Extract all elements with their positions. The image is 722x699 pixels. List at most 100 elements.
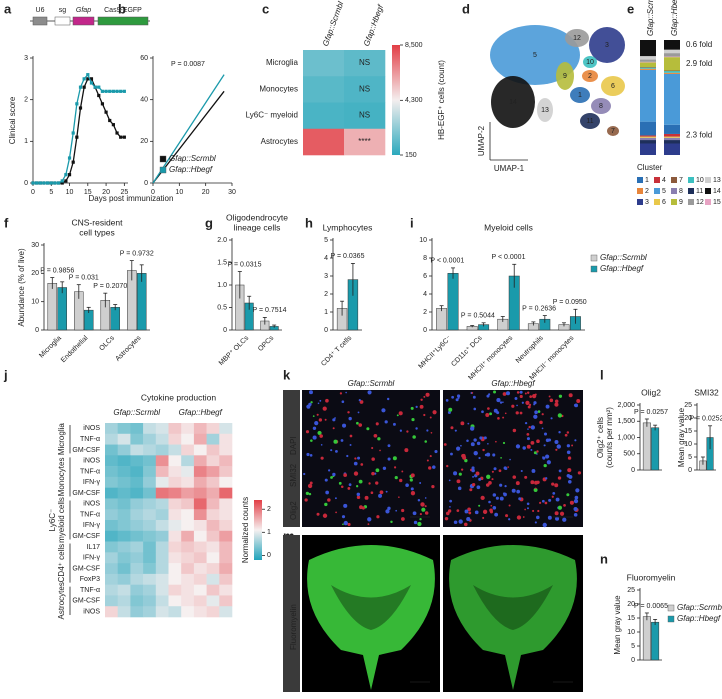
fold-label: 2.3 fold bbox=[686, 130, 712, 139]
colorbar-label: 8,500 bbox=[405, 42, 423, 49]
cell bbox=[530, 440, 535, 445]
heatmap-cell bbox=[130, 466, 144, 478]
heatmap-cell bbox=[155, 530, 169, 542]
heatmap-cell bbox=[143, 423, 157, 435]
cell bbox=[507, 466, 509, 468]
legend-swatch bbox=[590, 265, 598, 273]
cell bbox=[526, 444, 531, 449]
legend-swatch bbox=[667, 615, 675, 623]
heatmap-cell bbox=[155, 552, 169, 564]
y-tick-label: 0 bbox=[631, 467, 635, 474]
cell bbox=[573, 499, 579, 504]
cell bbox=[386, 397, 390, 401]
cell bbox=[375, 481, 379, 485]
legend-label: 15 bbox=[713, 199, 721, 206]
cell bbox=[567, 456, 572, 460]
cell bbox=[568, 393, 573, 398]
cell bbox=[309, 453, 313, 457]
y-tick-label: 0 bbox=[688, 467, 692, 474]
cell bbox=[508, 518, 511, 521]
cell bbox=[478, 504, 481, 507]
column-label: Gfap::Scrmbl bbox=[348, 379, 395, 388]
heatmap-cell bbox=[193, 509, 207, 521]
heatmap-cell bbox=[219, 423, 233, 435]
cell bbox=[482, 516, 485, 519]
bar-segment bbox=[664, 124, 680, 134]
cell bbox=[505, 391, 511, 396]
y-tick-label: 0.5 bbox=[217, 304, 227, 311]
y-tick-label: 5 bbox=[631, 643, 635, 650]
cell bbox=[483, 436, 487, 440]
cell bbox=[356, 421, 359, 425]
y-tick-label: 2,000 bbox=[617, 402, 635, 409]
cell bbox=[450, 452, 453, 456]
cell bbox=[521, 401, 524, 404]
cluster-blob bbox=[607, 126, 619, 136]
cell bbox=[395, 509, 398, 512]
cell bbox=[567, 479, 572, 484]
cell bbox=[502, 492, 506, 495]
point bbox=[97, 85, 101, 89]
cell bbox=[356, 485, 359, 488]
cell bbox=[356, 495, 361, 500]
channel-label: SMI32 bbox=[289, 463, 298, 487]
heatmap-cell bbox=[219, 487, 233, 499]
cell bbox=[375, 422, 379, 426]
x-tick-label: 0 bbox=[31, 189, 35, 196]
cell bbox=[305, 430, 310, 434]
cell bbox=[343, 503, 348, 508]
cell bbox=[417, 521, 422, 527]
cell bbox=[429, 455, 432, 458]
heatmap-cell bbox=[117, 520, 131, 532]
bar-segment bbox=[664, 40, 680, 50]
p-value: P = 0.0950 bbox=[553, 299, 587, 306]
heatmap-cell bbox=[219, 563, 233, 575]
heatmap-cell bbox=[168, 530, 182, 542]
point bbox=[75, 135, 79, 139]
cell bbox=[489, 412, 493, 416]
cell bbox=[464, 509, 469, 514]
legend-swatch bbox=[705, 199, 711, 205]
cell bbox=[555, 516, 560, 521]
cell bbox=[524, 392, 527, 395]
point bbox=[46, 181, 50, 185]
heatmap-cell bbox=[155, 466, 169, 478]
cell bbox=[454, 429, 457, 432]
panel-letter: n bbox=[600, 551, 608, 566]
cell bbox=[509, 458, 511, 461]
column-label: Gfap::Hbegf bbox=[491, 379, 535, 388]
heatmap-cell bbox=[168, 541, 182, 553]
heatmap-cell bbox=[130, 509, 144, 521]
cell bbox=[555, 497, 560, 502]
heatmap-cell bbox=[130, 423, 144, 435]
row-label: TNF-α bbox=[80, 587, 100, 594]
y-tick-label: 1.5 bbox=[217, 259, 227, 266]
heatmap-cell bbox=[219, 541, 233, 553]
p-value: P = 0.031 bbox=[69, 275, 99, 282]
legend-label: 4 bbox=[662, 177, 666, 184]
bar bbox=[47, 283, 58, 331]
heatmap-cell bbox=[181, 563, 195, 575]
cell bbox=[387, 457, 391, 461]
cell bbox=[495, 496, 499, 500]
cell bbox=[392, 422, 396, 426]
legend-swatch bbox=[654, 177, 660, 183]
legend-swatch bbox=[637, 177, 643, 183]
cluster-label: 12 bbox=[573, 35, 581, 42]
heatmap-cell bbox=[117, 476, 131, 488]
y-tick-label: 3 bbox=[24, 55, 28, 62]
cell bbox=[566, 444, 571, 448]
cell bbox=[318, 418, 323, 422]
heatmap-cell bbox=[193, 573, 207, 585]
heatmap-cell bbox=[143, 509, 157, 521]
legend-swatch bbox=[654, 188, 660, 194]
cluster-blob bbox=[580, 113, 600, 129]
heatmap-cell bbox=[143, 444, 157, 456]
cell bbox=[558, 394, 563, 398]
cell bbox=[491, 478, 494, 481]
heatmap-cell bbox=[130, 530, 144, 542]
heatmap-cell bbox=[117, 487, 131, 499]
y-tick-label: 4 bbox=[324, 255, 328, 262]
cell bbox=[485, 483, 490, 487]
group-label: Microglia bbox=[57, 423, 66, 456]
